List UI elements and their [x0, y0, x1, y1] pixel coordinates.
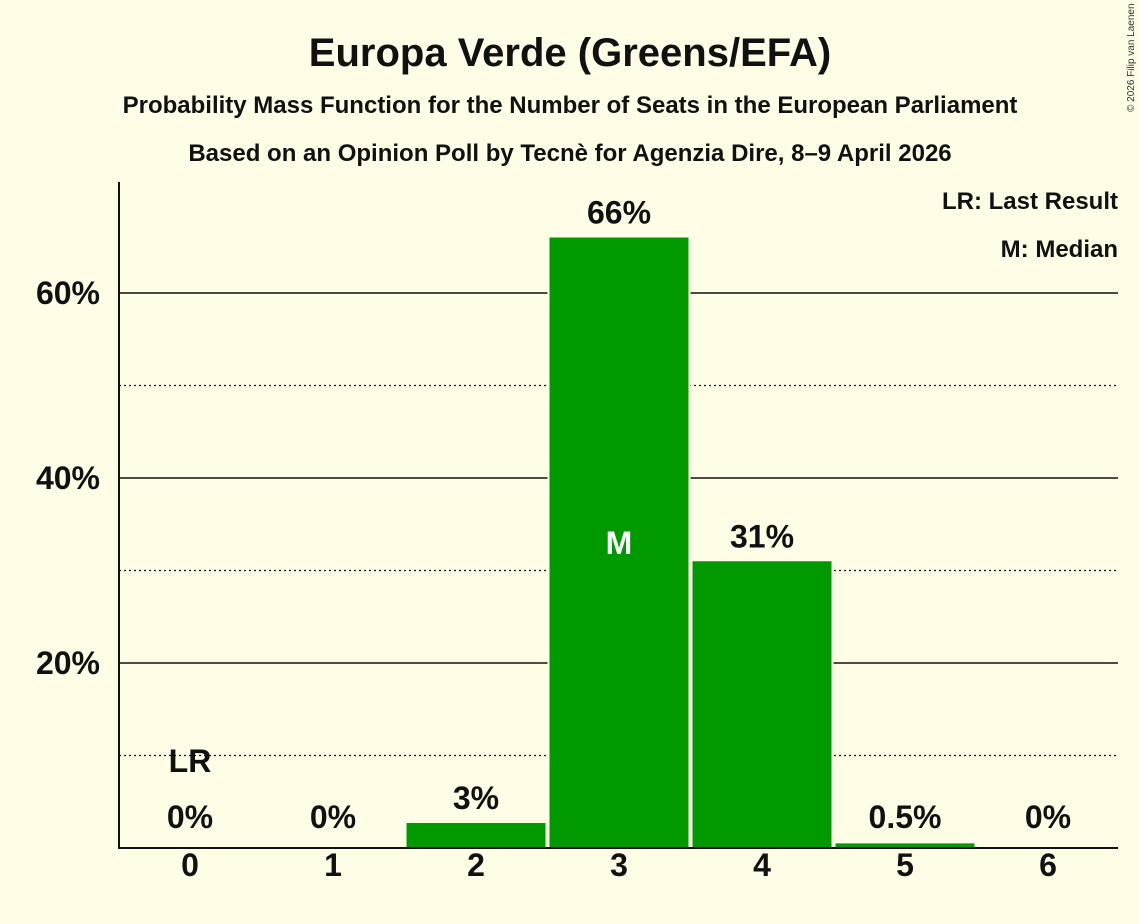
median-marker: M — [606, 525, 633, 561]
x-tick-label: 4 — [753, 847, 771, 883]
x-tick-label: 0 — [181, 847, 199, 883]
legend-median: M: Median — [1001, 236, 1118, 263]
last-result-marker: LR — [169, 743, 212, 779]
y-tick-label: 40% — [36, 460, 100, 496]
chart-subtitle-poll: Based on an Opinion Poll by Tecnè for Ag… — [188, 140, 951, 167]
bar-value-label: 3% — [453, 780, 499, 816]
chart-subtitle: Probability Mass Function for the Number… — [123, 92, 1018, 119]
y-tick-label: 60% — [36, 275, 100, 311]
chart-title: Europa Verde (Greens/EFA) — [309, 31, 831, 75]
bar-seats-3 — [549, 237, 689, 848]
bar-seats-2 — [406, 823, 546, 848]
bar-seats-4 — [692, 561, 832, 848]
bars — [404, 237, 977, 848]
bar-value-label: 66% — [587, 195, 651, 231]
x-tick-label: 1 — [324, 847, 342, 883]
bar-value-label: 31% — [730, 518, 794, 554]
legend-last-result: LR: Last Result — [942, 188, 1118, 215]
axes — [118, 182, 1118, 849]
bar-seats-5 — [835, 843, 975, 848]
x-tick-label: 2 — [467, 847, 485, 883]
x-tick-label: 6 — [1039, 847, 1057, 883]
bar-value-label: 0% — [310, 799, 356, 835]
bar-value-label: 0% — [167, 799, 213, 835]
bar-labels: 20%40%60%00%10%23%366%431%50.5%60%LRM — [36, 195, 1071, 884]
bar-value-label: 0% — [1025, 799, 1071, 835]
y-tick-label: 20% — [36, 645, 100, 681]
x-tick-label: 5 — [896, 847, 914, 883]
copyright-notice: © 2026 Filip van Laenen — [1126, 3, 1137, 112]
x-tick-label: 3 — [610, 847, 628, 883]
bar-value-label: 0.5% — [869, 799, 942, 835]
